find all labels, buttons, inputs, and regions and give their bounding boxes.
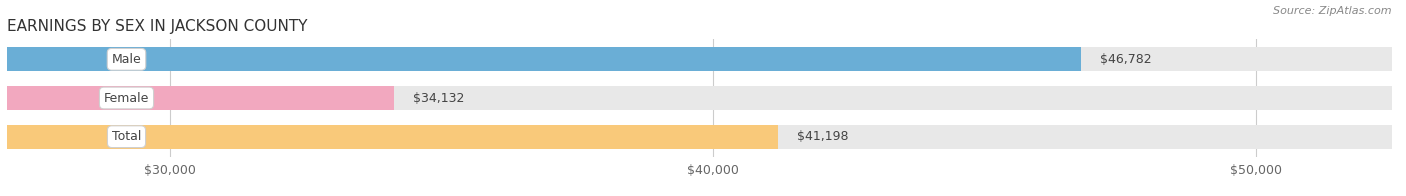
Text: $46,782: $46,782 xyxy=(1101,53,1152,66)
Text: Female: Female xyxy=(104,92,149,104)
Bar xyxy=(7,125,1392,149)
Text: $34,132: $34,132 xyxy=(413,92,465,104)
Text: $41,198: $41,198 xyxy=(797,130,849,143)
Bar xyxy=(7,47,1392,71)
Bar xyxy=(7,86,394,110)
Bar xyxy=(7,47,1081,71)
Text: Total: Total xyxy=(112,130,141,143)
Text: Male: Male xyxy=(111,53,142,66)
Text: EARNINGS BY SEX IN JACKSON COUNTY: EARNINGS BY SEX IN JACKSON COUNTY xyxy=(7,19,308,34)
Bar xyxy=(7,125,778,149)
Bar xyxy=(7,86,1392,110)
Text: Source: ZipAtlas.com: Source: ZipAtlas.com xyxy=(1274,6,1392,16)
